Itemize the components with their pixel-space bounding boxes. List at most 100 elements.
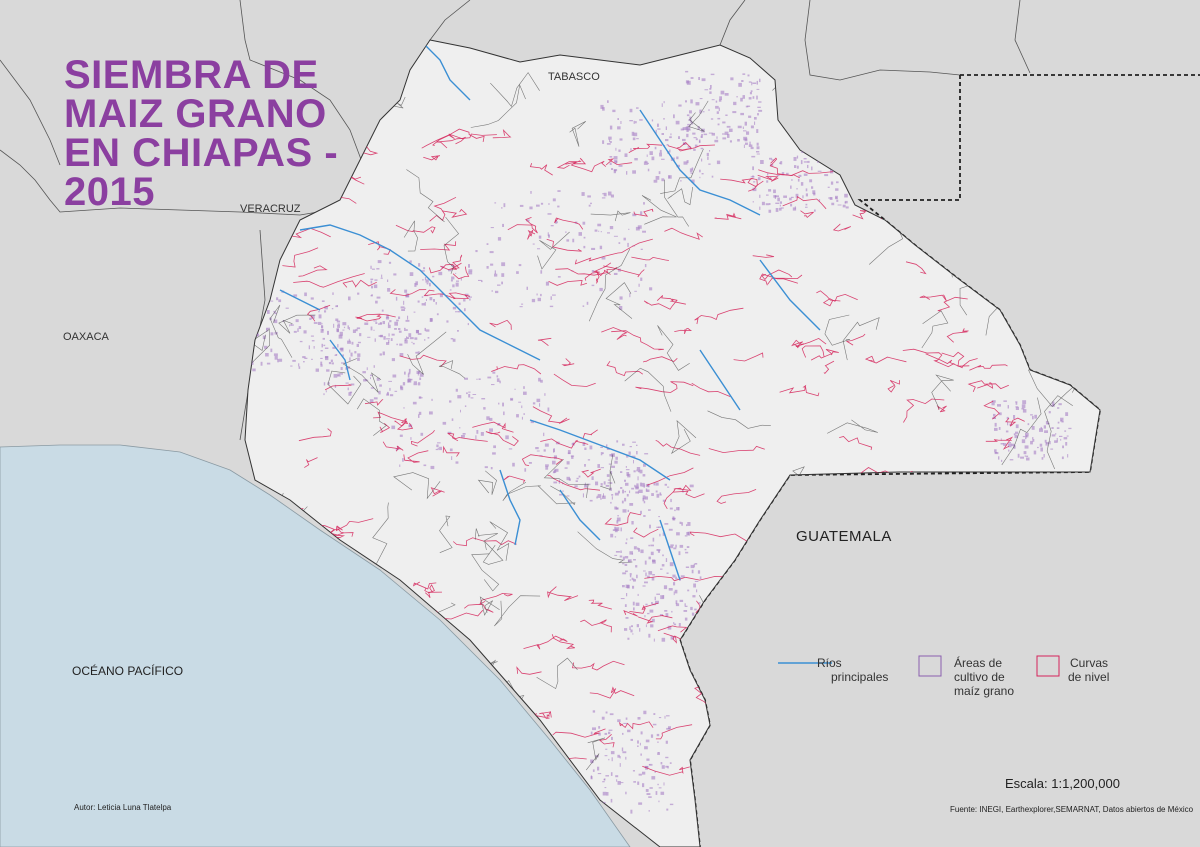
corn-area-patch <box>349 327 350 330</box>
corn-area-patch <box>657 784 658 785</box>
corn-area-patch <box>738 83 742 87</box>
corn-area-patch <box>635 485 638 489</box>
corn-area-patch <box>639 774 642 776</box>
corn-area-patch <box>718 124 720 126</box>
corn-area-patch <box>373 320 377 321</box>
corn-area-patch <box>646 789 649 792</box>
corn-area-patch <box>796 188 798 189</box>
corn-area-patch <box>639 284 640 287</box>
corn-area-patch <box>608 137 612 140</box>
corn-area-patch <box>685 618 688 621</box>
corn-area-patch <box>670 508 673 510</box>
corn-area-patch <box>516 271 519 274</box>
corn-area-patch <box>670 562 674 566</box>
corn-area-patch <box>790 186 792 189</box>
corn-area-patch <box>631 625 633 627</box>
corn-area-patch <box>640 511 642 515</box>
corn-area-patch <box>646 624 647 627</box>
corn-area-patch <box>994 449 997 452</box>
corn-area-patch <box>662 638 666 642</box>
corn-area-patch <box>791 179 793 180</box>
corn-area-patch <box>640 211 642 215</box>
corn-area-patch <box>743 127 744 130</box>
corn-area-patch <box>667 573 669 574</box>
corn-area-patch <box>759 79 761 82</box>
corn-area-patch <box>415 281 418 285</box>
corn-area-patch <box>1024 451 1027 454</box>
corn-area-patch <box>521 304 523 305</box>
corn-area-patch <box>633 138 636 141</box>
corn-area-patch <box>296 319 299 322</box>
corn-area-patch <box>637 782 639 785</box>
corn-area-patch <box>391 426 395 430</box>
corn-area-patch <box>647 155 648 157</box>
corn-area-patch <box>693 584 696 588</box>
corn-area-patch <box>349 357 350 361</box>
corn-area-patch <box>1057 407 1059 409</box>
corn-area-patch <box>636 575 638 579</box>
corn-area-patch <box>388 340 389 343</box>
corn-area-patch <box>300 341 303 342</box>
corn-area-patch <box>512 463 515 467</box>
corn-area-patch <box>567 477 571 480</box>
corn-area-patch <box>511 399 513 400</box>
corn-area-patch <box>322 344 324 348</box>
corn-area-patch <box>592 727 596 730</box>
corn-area-patch <box>411 342 412 343</box>
corn-area-patch <box>624 491 626 493</box>
corn-area-patch <box>709 150 710 152</box>
corn-area-patch <box>520 205 524 207</box>
corn-area-patch <box>371 281 373 284</box>
corn-area-patch <box>836 197 838 198</box>
corn-area-patch <box>633 781 636 783</box>
corn-area-patch <box>334 374 338 378</box>
corn-area-patch <box>617 755 620 758</box>
corn-area-patch <box>799 175 802 177</box>
corn-area-patch <box>686 524 687 526</box>
corn-area-patch <box>418 382 420 385</box>
corn-area-patch <box>657 494 660 498</box>
legend-corn-line1: Áreas de <box>954 656 1002 670</box>
corn-area-patch <box>660 595 664 599</box>
corn-area-patch <box>696 102 700 105</box>
corn-area-patch <box>437 313 439 315</box>
corn-area-patch <box>656 594 660 595</box>
corn-area-patch <box>625 792 626 795</box>
corn-area-patch <box>389 333 390 336</box>
corn-area-patch <box>605 775 609 776</box>
corn-area-patch <box>1060 418 1063 422</box>
corn-area-patch <box>768 189 771 192</box>
corn-area-patch <box>665 716 666 719</box>
corn-area-patch <box>314 322 318 324</box>
corn-area-patch <box>468 271 472 274</box>
corn-area-patch <box>752 166 754 170</box>
corn-area-patch <box>1059 403 1062 405</box>
corn-area-patch <box>396 297 397 301</box>
corn-area-patch <box>299 326 301 329</box>
corn-area-patch <box>629 452 631 455</box>
corn-area-patch <box>337 344 338 347</box>
corn-area-patch <box>552 461 556 465</box>
corn-area-patch <box>710 85 712 88</box>
corn-area-patch <box>333 324 334 328</box>
corn-area-patch <box>540 294 542 296</box>
corn-area-patch <box>622 490 624 494</box>
corn-area-patch <box>717 111 719 114</box>
corn-area-patch <box>494 202 496 203</box>
corn-area-patch <box>640 550 643 554</box>
corn-area-patch <box>740 113 744 115</box>
corn-area-patch <box>638 802 642 804</box>
corn-area-patch <box>644 615 645 617</box>
corn-area-patch <box>374 285 377 289</box>
corn-area-patch <box>691 77 694 79</box>
corn-area-patch <box>1013 415 1015 419</box>
corn-area-patch <box>451 280 453 282</box>
corn-area-patch <box>663 118 665 119</box>
corn-area-patch <box>1049 411 1051 413</box>
corn-area-patch <box>680 522 682 524</box>
corn-area-patch <box>554 455 557 459</box>
corn-area-patch <box>314 346 315 349</box>
corn-area-patch <box>422 303 425 305</box>
corn-area-patch <box>418 372 419 375</box>
corn-area-patch <box>1025 445 1029 448</box>
